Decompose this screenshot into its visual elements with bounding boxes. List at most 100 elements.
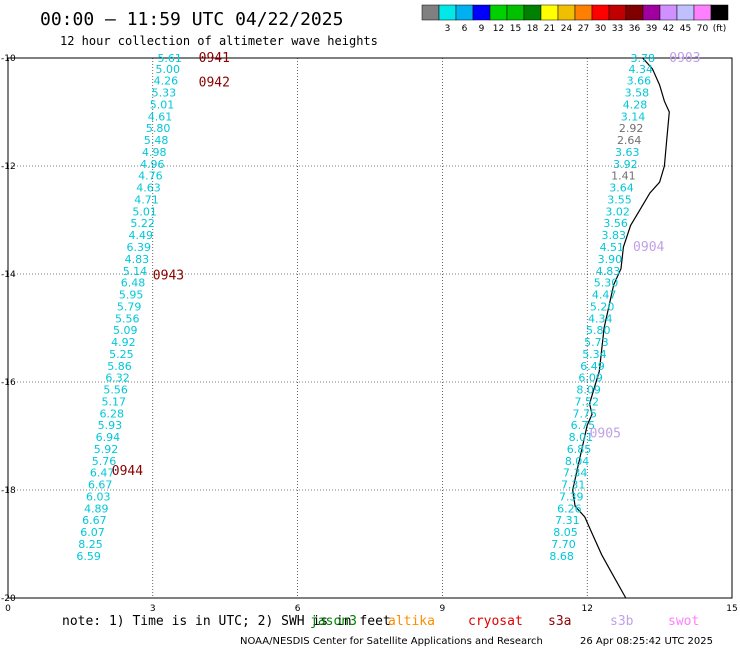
wave-height-label: 6.75 xyxy=(571,419,596,432)
wave-height-label: 3.55 xyxy=(607,193,632,206)
colorbar-swatch xyxy=(557,4,576,21)
colorbar-tick-label: 24 xyxy=(561,24,573,34)
wave-height-label: 5.56 xyxy=(115,312,140,325)
colorbar-tick-label: 27 xyxy=(578,24,589,34)
legend-item: swot xyxy=(668,614,699,629)
colorbar-tick-label: 33 xyxy=(612,24,623,34)
wave-height-label: 3.63 xyxy=(615,146,640,159)
wave-height-label: 6.09 xyxy=(578,372,603,385)
wave-height-label: 5.86 xyxy=(107,360,132,373)
wave-height-label: 6.67 xyxy=(88,479,113,492)
wave-height-label: 5.25 xyxy=(109,348,134,361)
legend-item: s3b xyxy=(610,614,634,629)
colorbar-tick-label: 70 xyxy=(697,24,709,34)
x-tick-label: 3 xyxy=(150,604,156,614)
wave-height-label: 5.95 xyxy=(119,289,144,302)
wave-height-label: 1.41 xyxy=(611,170,636,183)
wave-height-label: 4.98 xyxy=(142,146,167,159)
pass-time-label: 0904 xyxy=(633,240,664,255)
colorbar-swatch xyxy=(540,4,559,21)
wave-height-label: 4.96 xyxy=(140,158,165,171)
wave-height-label: 3.83 xyxy=(601,229,626,242)
x-tick-label: 9 xyxy=(440,604,446,614)
wave-height-label: 5.22 xyxy=(130,217,155,230)
pass-time-label: 0944 xyxy=(112,464,143,479)
legend-item: jason3 xyxy=(310,614,357,629)
wave-height-label: 4.34 xyxy=(629,63,654,76)
wave-height-label: 5.76 xyxy=(92,455,117,468)
colorbar-swatch xyxy=(591,4,610,21)
y-tick-label: -16 xyxy=(1,378,16,388)
colorbar-tick-label: 9 xyxy=(479,24,485,34)
wave-height-label: 4.76 xyxy=(138,170,163,183)
wave-height-label: 5.92 xyxy=(94,443,119,456)
wave-height-label: 5.14 xyxy=(123,265,148,278)
pass-time-label: 0941 xyxy=(199,51,230,66)
pass-time-label: 0942 xyxy=(199,75,230,90)
wave-height-label: 5.20 xyxy=(590,300,615,313)
colorbar-swatch xyxy=(676,4,695,21)
wave-height-label: 7.31 xyxy=(555,514,580,527)
credit-timestamp: 26 Apr 08:25:42 UTC 2025 xyxy=(580,636,713,647)
wave-height-label: 4.28 xyxy=(623,98,648,111)
wave-height-label: 3.02 xyxy=(605,205,630,218)
wave-height-label: 6.59 xyxy=(76,550,101,563)
wave-height-label: 7.70 xyxy=(551,538,576,551)
wave-height-label: 6.32 xyxy=(105,372,130,385)
y-tick-label: -14 xyxy=(1,270,16,280)
x-tick-label: 6 xyxy=(295,604,301,614)
coastline xyxy=(572,57,670,599)
colorbar-swatch xyxy=(574,4,593,21)
footer-note: note: 1) Time is in UTC; 2) SWH is in fe… xyxy=(62,614,391,629)
wave-height-label: 6.48 xyxy=(121,277,146,290)
pass-time-label: 0943 xyxy=(153,269,184,284)
wave-height-label: 5.79 xyxy=(117,300,142,313)
colorbar-swatch xyxy=(421,4,440,21)
legend-item: altika xyxy=(388,614,435,629)
wave-height-label: 5.56 xyxy=(103,384,128,397)
wave-height-label: 8.05 xyxy=(553,526,578,539)
wave-height-label: 3.64 xyxy=(609,182,634,195)
pass-time-label: 0903 xyxy=(669,51,700,66)
wave-height-label: 5.80 xyxy=(146,122,171,135)
colorbar-tick-label: 15 xyxy=(510,24,521,34)
wave-height-label: 7.31 xyxy=(561,479,586,492)
y-tick-label: -12 xyxy=(1,162,16,172)
wave-height-label: 6.07 xyxy=(80,526,105,539)
legend-item: cryosat xyxy=(468,614,523,629)
colorbar-unit-label: (ft) xyxy=(713,24,727,34)
plot-area: 0 3 6 9 12 15-10-12-14-16-18-205.615.004.265.… xyxy=(1,51,738,614)
wave-height-label: 4.83 xyxy=(125,253,150,266)
y-tick-label: -10 xyxy=(1,54,16,64)
wave-height-label: 5.34 xyxy=(582,348,607,361)
colorbar-swatch xyxy=(472,4,491,21)
colorbar-swatch xyxy=(455,4,474,21)
pass-time-label: 0905 xyxy=(590,426,621,441)
colorbar-swatch xyxy=(710,4,729,21)
colorbar-tick-label: 42 xyxy=(663,24,674,34)
wave-height-label: 5.30 xyxy=(594,277,619,290)
wave-height-label: 2.64 xyxy=(617,134,642,147)
wave-height-label: 4.89 xyxy=(84,502,109,515)
y-tick-label: -20 xyxy=(1,594,16,604)
wave-height-label: 7.34 xyxy=(563,467,588,480)
wave-height-label: 5.61 xyxy=(157,52,182,65)
wave-height-label: 4.49 xyxy=(128,229,153,242)
wave-height-label: 3.58 xyxy=(625,87,650,100)
colorbar-swatch xyxy=(489,4,508,21)
wave-height-label: 4.26 xyxy=(154,75,179,88)
wave-height-label: 6.94 xyxy=(96,431,121,444)
wave-height-label: 7.39 xyxy=(559,490,584,503)
satellite-legend: jason3 altika cryosat s3a s3b swot xyxy=(310,614,699,629)
wave-height-label: 5.17 xyxy=(101,395,126,408)
wave-height-label: 8.09 xyxy=(576,384,601,397)
wave-height-label: 4.34 xyxy=(588,312,613,325)
colorbar-swatch xyxy=(693,4,712,21)
chart-subtitle: 12 hour collection of altimeter wave hei… xyxy=(60,34,378,48)
wave-height-label: 5.48 xyxy=(144,134,169,147)
colorbar-tick-label: 3 xyxy=(445,24,451,34)
wave-height-label: 4.51 xyxy=(600,241,625,254)
legend-item: s3a xyxy=(548,614,571,629)
wave-height-label: 6.28 xyxy=(100,407,125,420)
